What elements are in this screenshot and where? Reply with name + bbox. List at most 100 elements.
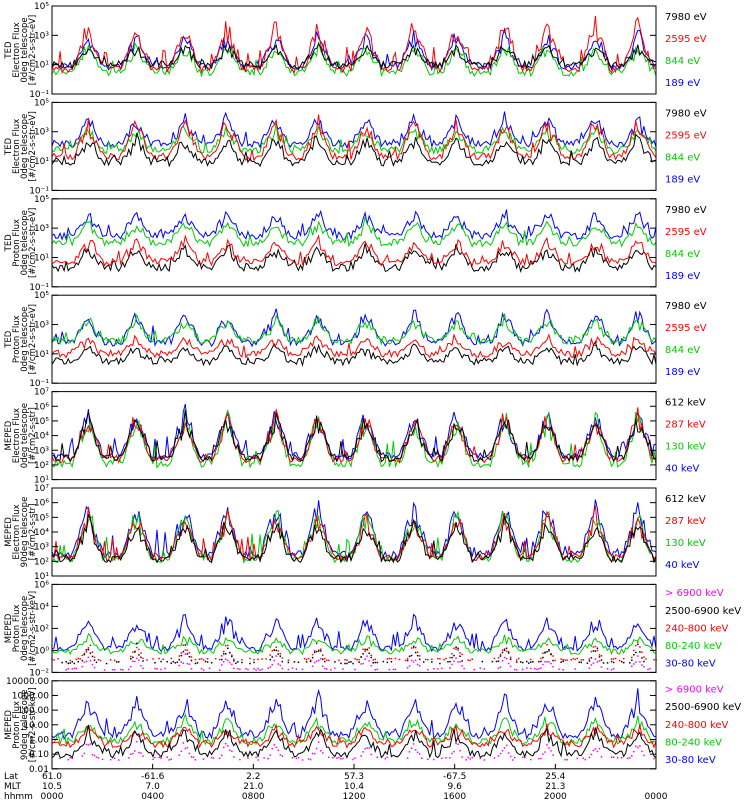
data-point-p7-s3: [186, 649, 189, 652]
data-point-p7-s5: [408, 665, 411, 667]
data-point-p7-s3: [509, 656, 512, 659]
data-point-p7-s4: [87, 648, 90, 651]
data-point-p7-s4: [594, 650, 597, 652]
data-point-p8-s5: [451, 752, 453, 755]
data-point-p7-s4: [497, 660, 500, 662]
data-point-p7-s5: [503, 656, 506, 659]
data-point-p7-s4: [287, 661, 290, 664]
data-point-p7-s4: [241, 661, 243, 664]
data-point-p7-s4: [237, 661, 239, 663]
data-point-p8-s5: [521, 756, 524, 759]
data-point-p8-s5: [223, 746, 225, 749]
data-point-p8-s5: [202, 758, 205, 760]
y-tick-label: 10⁻¹: [29, 186, 49, 196]
data-point-p7-s3: [57, 658, 59, 660]
legend-entry: 40 keV: [665, 560, 699, 571]
data-point-p7-s3: [315, 642, 318, 645]
data-point-p7-s4: [95, 661, 98, 664]
y-axis-label: TED: [4, 234, 14, 253]
data-point-p7-s4: [229, 651, 231, 654]
data-line-p7-s2: [51, 632, 657, 656]
data-point-p7-s3: [368, 647, 370, 649]
y-axis-label: MEPED: [4, 709, 14, 739]
data-point-p8-s5: [231, 750, 233, 753]
data-point-p7-s3: [225, 644, 227, 647]
y-tick-label: 10⁻¹: [29, 379, 49, 389]
data-point-p8-s5: [598, 747, 601, 750]
y-axis-label: [#/cm2-s-str]: [28, 407, 38, 464]
panel-frame: [51, 5, 657, 95]
data-line-p6-s2: [51, 509, 657, 565]
data-point-p7-s5: [313, 661, 316, 664]
data-point-p7-s3: [206, 658, 209, 660]
data-point-p7-s5: [649, 667, 651, 670]
data-point-p8-s5: [616, 756, 619, 759]
data-point-p7-s5: [515, 669, 518, 671]
data-point-p7-s4: [509, 658, 512, 660]
data-point-p7-s4: [629, 662, 631, 664]
y-tick-label: 10⁷: [34, 484, 49, 494]
data-point-p7-s5: [392, 668, 395, 671]
data-point-p7-s4: [170, 662, 172, 665]
data-point-p7-s3: [459, 652, 461, 654]
data-point-p7-s3: [471, 658, 473, 660]
data-point-p7-s3: [414, 646, 417, 649]
data-point-p7-s3: [97, 659, 100, 661]
data-point-p8-s5: [188, 752, 191, 755]
x-tick-label-hhmm: 0000: [41, 792, 64, 800]
data-point-p7-s5: [334, 667, 336, 669]
data-point-p7-s3: [202, 659, 205, 661]
data-point-p8-s5: [158, 756, 160, 759]
data-point-p7-s5: [321, 665, 324, 667]
data-point-p7-s3: [91, 651, 94, 653]
data-point-p8-s5: [596, 750, 599, 753]
data-line-p6-s3: [51, 505, 657, 563]
data-point-p7-s3: [303, 657, 306, 660]
y-tick-label: 10⁵: [34, 291, 49, 301]
data-point-p7-s3: [214, 658, 217, 660]
data-point-p7-s3: [612, 658, 615, 660]
y-axis-label: TED: [4, 137, 14, 156]
data-point-p7-s3: [622, 657, 625, 660]
data-point-p7-s4: [449, 660, 451, 663]
data-point-p7-s4: [223, 653, 225, 655]
data-point-p7-s5: [225, 658, 227, 660]
data-point-p8-s5: [134, 750, 136, 752]
x-tick-label-mlt: 21.0: [243, 782, 263, 792]
data-point-p7-s4: [501, 651, 504, 654]
data-point-p7-s3: [231, 654, 233, 657]
data-point-p7-s5: [128, 668, 130, 671]
data-point-p7-s5: [111, 668, 114, 671]
data-point-p7-s3: [386, 658, 389, 660]
data-point-p7-s5: [509, 665, 512, 668]
data-point-p7-s5: [451, 663, 453, 666]
data-point-p8-s5: [414, 749, 417, 751]
data-point-p8-s5: [192, 756, 195, 758]
data-point-p7-s5: [437, 668, 439, 670]
data-point-p8-s5: [629, 757, 631, 759]
data-point-p7-s5: [182, 662, 185, 664]
data-point-p7-s4: [67, 662, 69, 665]
data-point-p7-s4: [134, 651, 136, 653]
data-point-p7-s5: [479, 667, 482, 669]
data-point-p7-s4: [77, 660, 80, 663]
data-point-p7-s5: [113, 669, 116, 671]
data-point-p7-s4: [132, 656, 134, 659]
data-point-p7-s4: [542, 656, 544, 659]
data-point-p7-s4: [184, 644, 187, 646]
data-point-p8-s5: [376, 756, 379, 759]
data-point-p7-s3: [455, 648, 457, 650]
data-point-p7-s3: [89, 644, 92, 647]
data-point-p7-s5: [237, 667, 239, 670]
data-point-p8-s5: [317, 741, 320, 743]
data-point-p7-s4: [233, 660, 235, 662]
data-point-p7-s5: [562, 669, 564, 671]
data-point-p7-s3: [146, 659, 148, 661]
panel-frame: [51, 101, 657, 191]
data-point-p7-s5: [295, 668, 298, 670]
data-point-p7-s5: [93, 666, 96, 669]
data-point-p7-s5: [550, 662, 552, 665]
data-point-p7-s5: [287, 668, 290, 671]
data-point-p8-s5: [227, 745, 229, 747]
legend-entry: 80-240 keV: [665, 737, 722, 748]
